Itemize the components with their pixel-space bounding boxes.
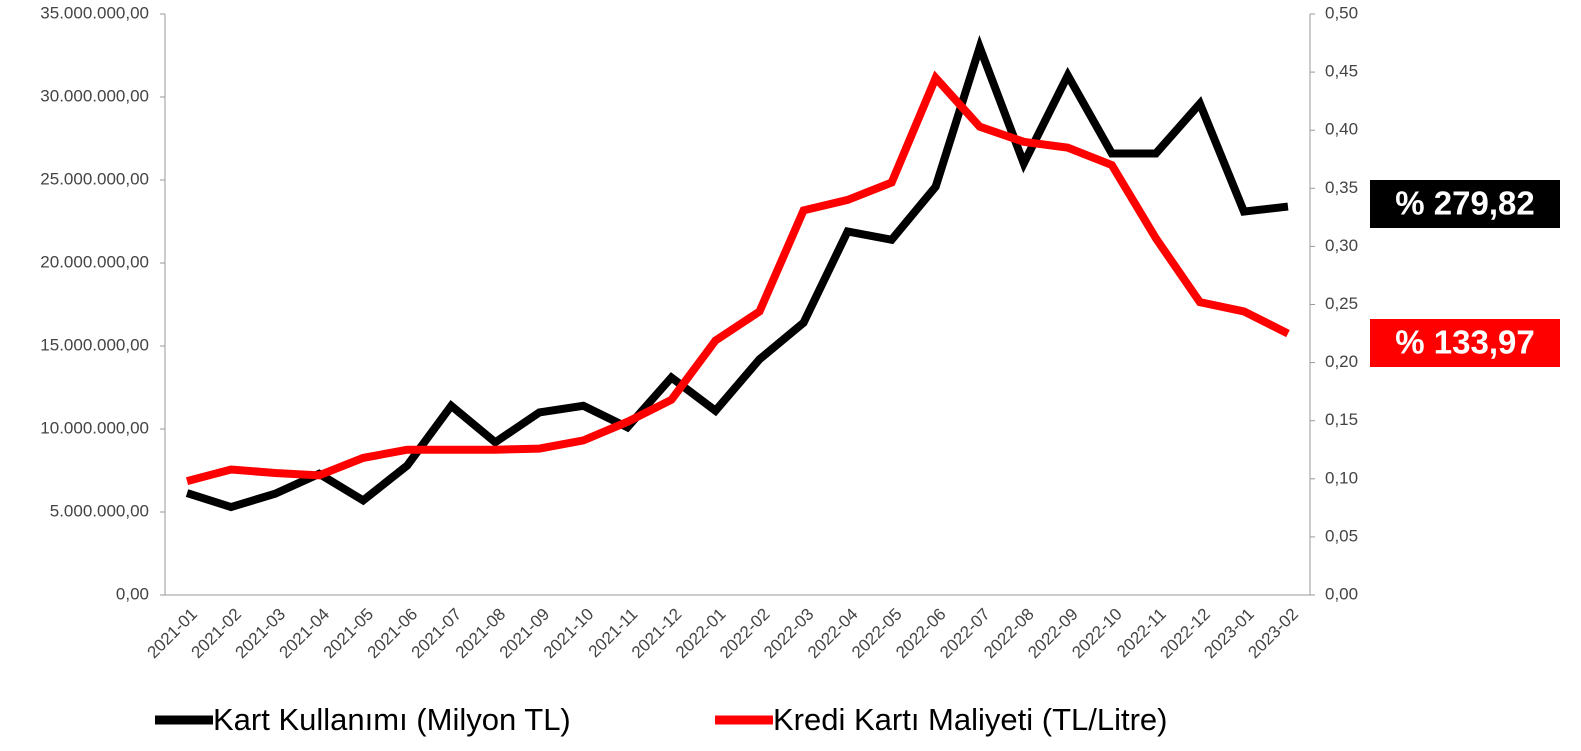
y-tick-label: 20.000.000,00 — [40, 252, 149, 271]
y-tick-label: 15.000.000,00 — [40, 335, 149, 354]
y2-tick-label: 0,40 — [1325, 120, 1358, 139]
legend-label: Kart Kullanımı (Milyon TL) — [213, 702, 571, 737]
annotation-text: % 133,97 — [1395, 324, 1534, 361]
y2-tick-label: 0,45 — [1325, 62, 1358, 81]
y2-tick-label: 0,05 — [1325, 526, 1358, 545]
y2-tick-label: 0,00 — [1325, 584, 1358, 603]
y-tick-label: 5.000.000,00 — [50, 501, 149, 520]
y-tick-label: 10.000.000,00 — [40, 418, 149, 437]
y2-tick-label: 0,10 — [1325, 468, 1358, 487]
y2-tick-label: 0,50 — [1325, 3, 1358, 22]
series-line — [187, 47, 1288, 507]
y-tick-label: 35.000.000,00 — [40, 3, 149, 22]
series-line — [187, 78, 1288, 481]
y2-tick-label: 0,20 — [1325, 352, 1358, 371]
legend-label: Kredi Kartı Maliyeti (TL/Litre) — [773, 702, 1168, 737]
y2-tick-label: 0,15 — [1325, 410, 1358, 429]
y-tick-label: 30.000.000,00 — [40, 86, 149, 105]
y2-tick-label: 0,25 — [1325, 294, 1358, 313]
annotation-text: % 279,82 — [1395, 185, 1534, 222]
y2-tick-label: 0,30 — [1325, 236, 1358, 255]
y-tick-label: 0,00 — [116, 584, 149, 603]
chart: 0,00 5.000.000,00 10.000.000,00 15.000.000,… — [0, 0, 1581, 751]
y2-tick-label: 0,35 — [1325, 178, 1358, 197]
y-tick-label: 25.000.000,00 — [40, 169, 149, 188]
